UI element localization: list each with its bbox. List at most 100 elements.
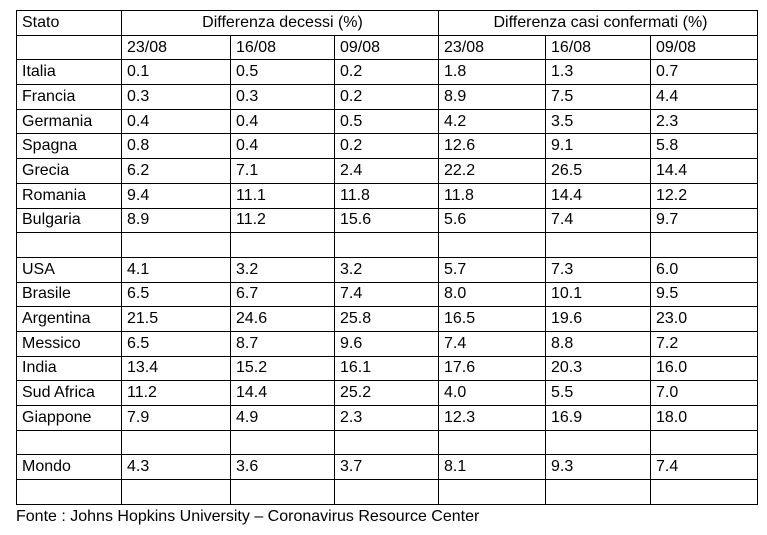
value-cell: 17.6 [438, 355, 546, 382]
value-cell: 3.6 [230, 454, 335, 481]
value-cell: 8.0 [438, 281, 546, 308]
data-row: Mondo 4.3 3.6 3.7 8.1 9.3 7.4 [16, 454, 758, 481]
country-cell: Spagna [16, 133, 122, 160]
value-cell: 3.2 [230, 256, 335, 283]
value-cell: 7.4 [334, 281, 439, 308]
value-cell: 0.2 [334, 84, 439, 110]
date-header: 09/08 [650, 34, 758, 61]
value-cell: 0.4 [230, 133, 335, 160]
value-cell: 3.2 [334, 256, 439, 283]
value-cell: 7.3 [545, 256, 651, 283]
value-cell: 16.1 [334, 355, 439, 382]
data-row: Giappone 7.9 4.9 2.3 12.3 16.9 18.0 [16, 405, 758, 431]
spacer-row [16, 232, 758, 258]
value-cell: 14.4 [545, 182, 651, 209]
value-cell: 8.9 [438, 84, 546, 110]
value-cell: 9.1 [545, 133, 651, 160]
data-row: Messico 6.5 8.7 9.6 7.4 8.8 7.2 [16, 330, 758, 357]
value-cell: 16.9 [545, 405, 651, 431]
country-cell: Romania [16, 182, 122, 209]
value-cell: 0.2 [334, 59, 439, 86]
value-cell: 7.5 [545, 84, 651, 110]
data-row: Brasile 6.5 6.7 7.4 8.0 10.1 9.5 [16, 281, 758, 308]
country-cell: Messico [16, 330, 122, 357]
value-cell: 5.7 [438, 256, 546, 283]
value-cell: 0.5 [230, 59, 335, 86]
value-cell: 9.5 [650, 281, 758, 308]
value-cell: 20.3 [545, 355, 651, 382]
value-cell: 3.7 [334, 454, 439, 481]
empty-cell [650, 479, 758, 505]
value-cell: 11.8 [438, 182, 546, 209]
value-cell: 10.1 [545, 281, 651, 308]
date-header: 09/08 [334, 34, 439, 61]
spacer-row [16, 479, 758, 505]
value-cell: 16.5 [438, 306, 546, 332]
empty-cell [16, 429, 122, 456]
group-header: Differenza casi confermati (%) [438, 10, 758, 36]
country-cell: Sud Africa [16, 380, 122, 406]
value-cell: 19.6 [545, 306, 651, 332]
data-row: India 13.4 15.2 16.1 17.6 20.3 16.0 [16, 355, 758, 382]
value-cell: 5.8 [650, 133, 758, 160]
value-cell: 4.4 [650, 84, 758, 110]
country-cell: Italia [16, 59, 122, 86]
country-cell: Bulgaria [16, 207, 122, 234]
empty-cell [121, 232, 231, 258]
date-header: 23/08 [121, 34, 231, 61]
value-cell: 7.0 [650, 380, 758, 406]
empty-cell [16, 232, 122, 258]
value-cell: 4.0 [438, 380, 546, 406]
value-cell: 14.4 [650, 158, 758, 184]
value-cell: 4.1 [121, 256, 231, 283]
value-cell: 7.4 [438, 330, 546, 357]
country-cell: Mondo [16, 454, 122, 481]
value-cell: 9.6 [334, 330, 439, 357]
data-row: USA 4.1 3.2 3.2 5.7 7.3 6.0 [16, 256, 758, 283]
empty-cell [16, 34, 122, 61]
data-row: Argentina 21.5 24.6 25.8 16.5 19.6 23.0 [16, 306, 758, 332]
value-cell: 9.7 [650, 207, 758, 234]
value-cell: 0.5 [334, 108, 439, 135]
date-row: 23/08 16/08 09/08 23/08 16/08 09/08 [16, 34, 758, 61]
country-cell: Germania [16, 108, 122, 135]
country-cell: Brasile [16, 281, 122, 308]
value-cell: 11.8 [334, 182, 439, 209]
value-cell: 7.9 [121, 405, 231, 431]
empty-cell [545, 479, 651, 505]
date-header: 16/08 [545, 34, 651, 61]
value-cell: 2.4 [334, 158, 439, 184]
value-cell: 0.4 [230, 108, 335, 135]
empty-cell [650, 429, 758, 456]
empty-cell [334, 479, 439, 505]
value-cell: 3.5 [545, 108, 651, 135]
data-table: Stato Differenza decessi (%) Differenza … [16, 10, 758, 505]
value-cell: 23.0 [650, 306, 758, 332]
value-cell: 22.2 [438, 158, 546, 184]
empty-cell [230, 232, 335, 258]
value-cell: 4.9 [230, 405, 335, 431]
empty-cell [650, 232, 758, 258]
value-cell: 14.4 [230, 380, 335, 406]
value-cell: 6.7 [230, 281, 335, 308]
data-row: Italia 0.1 0.5 0.2 1.8 1.3 0.7 [16, 59, 758, 86]
value-cell: 11.2 [230, 207, 335, 234]
value-cell: 15.2 [230, 355, 335, 382]
empty-cell [121, 479, 231, 505]
header-row: Stato Differenza decessi (%) Differenza … [16, 10, 758, 36]
country-cell: Francia [16, 84, 122, 110]
value-cell: 16.0 [650, 355, 758, 382]
value-cell: 9.4 [121, 182, 231, 209]
value-cell: 1.3 [545, 59, 651, 86]
value-cell: 0.2 [334, 133, 439, 160]
value-cell: 8.1 [438, 454, 546, 481]
corner-cell: Stato [16, 10, 122, 36]
value-cell: 12.3 [438, 405, 546, 431]
empty-cell [121, 429, 231, 456]
empty-cell [438, 429, 546, 456]
value-cell: 21.5 [121, 306, 231, 332]
table-body: Stato Differenza decessi (%) Differenza … [16, 10, 758, 505]
value-cell: 9.3 [545, 454, 651, 481]
value-cell: 25.2 [334, 380, 439, 406]
